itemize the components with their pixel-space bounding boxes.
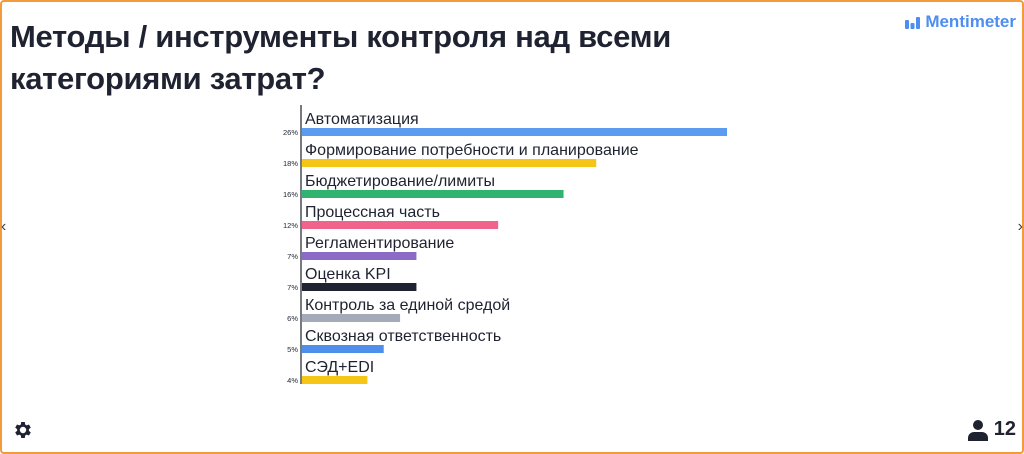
value-label: 16%: [283, 190, 298, 199]
bar: [302, 314, 401, 322]
chevron-right-icon[interactable]: ›: [1017, 218, 1023, 235]
person-icon: [967, 419, 988, 441]
value-label: 12%: [283, 221, 298, 230]
gear-icon[interactable]: [12, 419, 34, 441]
slide-title: Методы / инструменты контроля над всеми …: [10, 19, 672, 96]
value-label: 6%: [287, 314, 298, 323]
category-label: Оценка KPI: [305, 266, 391, 283]
participants-count: 12: [993, 418, 1016, 440]
bar: [302, 345, 384, 353]
category-label: Формирование потребности и планирование: [305, 142, 639, 159]
category-label: Автоматизация: [305, 111, 419, 128]
bar: [302, 159, 597, 167]
value-label: 7%: [287, 283, 298, 292]
value-label: 5%: [287, 345, 298, 354]
category-label: Сквозная ответственность: [305, 328, 501, 345]
category-label: СЭД+EDI: [305, 359, 374, 376]
participants: 12: [967, 418, 1016, 441]
category-label: Регламентирование: [305, 235, 454, 252]
brand: Mentimeter: [905, 12, 1016, 32]
bar: [302, 190, 564, 198]
category-label: Бюджетирование/лимиты: [305, 173, 495, 190]
value-label: 7%: [287, 252, 298, 261]
value-label: 4%: [287, 376, 298, 385]
category-label: Процессная часть: [305, 204, 440, 221]
bar: [302, 283, 417, 291]
mentimeter-logo-icon: [905, 17, 921, 29]
value-label: 18%: [283, 159, 298, 168]
chevron-left-icon[interactable]: ‹: [1, 218, 7, 235]
bar: [302, 252, 417, 260]
brand-name: Mentimeter: [925, 12, 1016, 31]
value-label: 26%: [283, 128, 298, 137]
category-label: Контроль за единой средой: [305, 297, 510, 314]
bar: [302, 376, 368, 384]
bar: [302, 128, 727, 136]
bar: [302, 221, 499, 229]
